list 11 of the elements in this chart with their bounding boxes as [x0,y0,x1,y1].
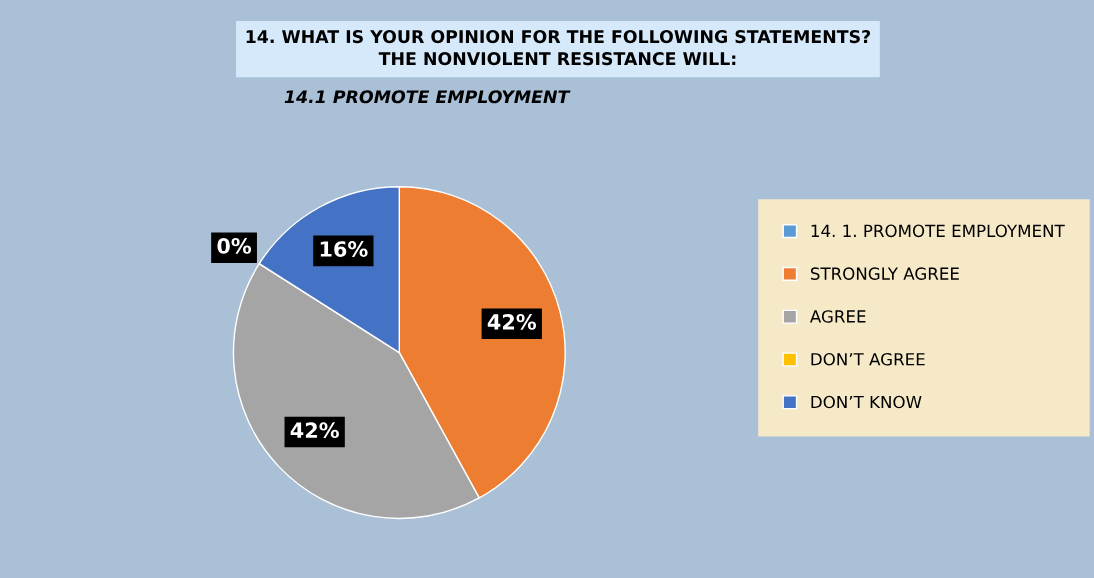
data-label: 42% [290,422,339,439]
legend-label: AGREE [809,310,866,323]
data-label: 16% [320,241,368,257]
legend-label: STRONGLY AGREE [810,267,959,280]
legend-label: DON’T KNOW [811,395,922,409]
text: 0% [217,238,252,254]
chart-subtitle: 14.1 PROMOTE EMPLOYMENT [284,90,571,104]
data-label: 42% [487,313,537,330]
legend-label: DON’T AGREE [811,352,925,366]
chart-title: 14. WHAT IS YOUR OPINION FOR THE FOLLOWING STATEMENTS? THE NONVIOLENT RESISTANCE WILL: [246,30,871,66]
legend-label: 14. 1. PROMOTE EMPLOYMENT [811,224,1065,238]
